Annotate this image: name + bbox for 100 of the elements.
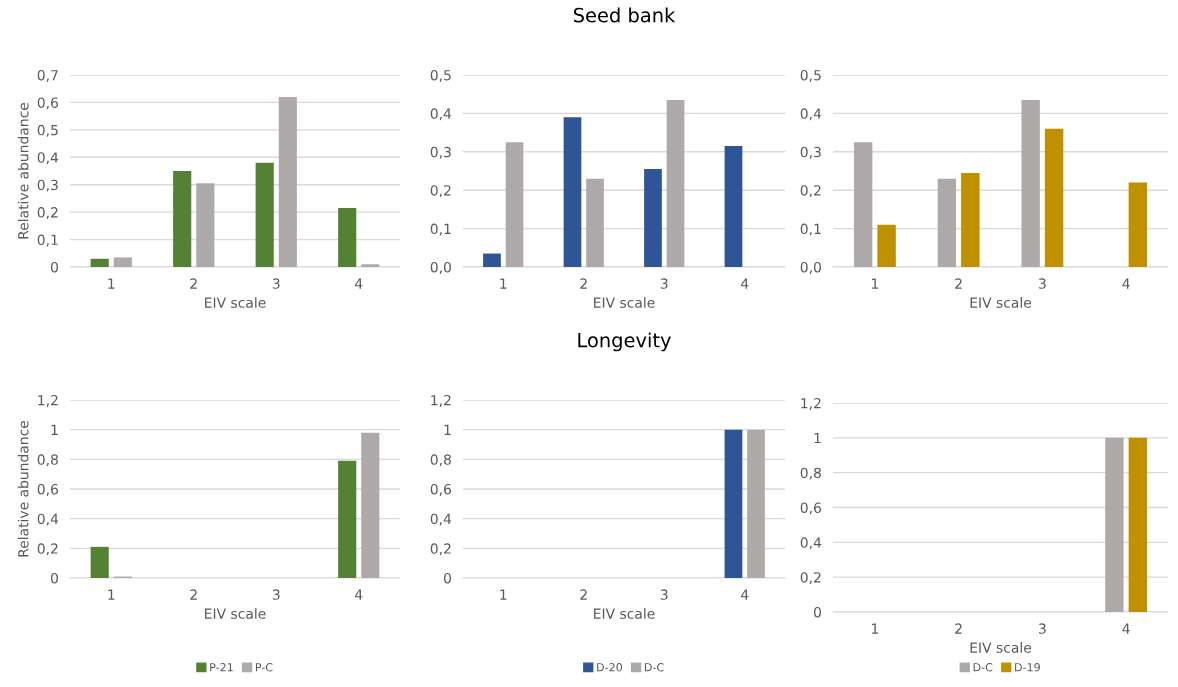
y-tick-label: 0,6 — [37, 483, 59, 496]
x-tick-label: 2 — [955, 623, 962, 634]
y-tick-label: 0 — [443, 572, 451, 584]
bar — [90, 258, 109, 267]
y-tick-label: 0,2 — [800, 572, 821, 585]
x-axis-title: EIV scale — [594, 608, 655, 619]
y-tick-label: 0 — [50, 572, 58, 584]
y-tick-label: 0,3 — [37, 179, 58, 192]
y-tick-label: 0,4 — [800, 108, 822, 121]
x-tick-label: 1 — [108, 278, 115, 289]
legend-label: P-21 — [210, 663, 233, 672]
x-axis-title: EIV scale — [970, 642, 1032, 653]
y-tick-label: 0,6 — [37, 97, 59, 110]
bar — [196, 183, 215, 267]
chart-title: Longevity — [578, 332, 671, 352]
x-tick-label: 4 — [741, 278, 749, 289]
legend-label: D-C — [644, 663, 664, 672]
x-tick-label: 1 — [108, 589, 115, 600]
y-tick-label: 0,1 — [800, 223, 821, 236]
y-tick-label: 0,2 — [37, 543, 58, 556]
y-tick-label: 0,5 — [800, 69, 821, 82]
legend-label: D-C — [973, 663, 993, 672]
x-tick-label: 3 — [272, 589, 280, 600]
bar — [255, 162, 274, 267]
x-axis-title: EIV scale — [205, 608, 266, 619]
bar — [961, 172, 980, 267]
bar — [278, 96, 297, 267]
bar — [338, 208, 357, 267]
y-tick-label: 0,5 — [37, 124, 58, 137]
x-tick-label: 4 — [355, 589, 363, 600]
y-tick-label: 1 — [444, 424, 451, 435]
y-tick-label: 0,1 — [430, 223, 451, 236]
bar — [644, 169, 662, 267]
bar — [877, 224, 896, 267]
y-tick-label: 1,2 — [38, 394, 58, 407]
bar — [666, 99, 685, 267]
y-tick-label: 0,8 — [430, 454, 451, 467]
bar — [586, 178, 604, 267]
y-tick-label: 0,3 — [430, 146, 451, 159]
y-tick-label: 0,4 — [800, 537, 822, 550]
bar — [1021, 99, 1040, 267]
y-tick-label: 1 — [814, 432, 821, 444]
x-tick-label: 1 — [871, 278, 879, 289]
x-axis-title: EIV scale — [970, 297, 1032, 308]
x-axis-title: EIV scale — [594, 297, 655, 308]
bar — [338, 460, 357, 578]
legend-label: D-19 — [1015, 663, 1040, 672]
bar — [937, 178, 957, 267]
y-tick-label: 0,1 — [37, 234, 58, 247]
x-tick-label: 4 — [1122, 278, 1130, 289]
y-tick-label: 1,2 — [801, 397, 821, 410]
y-tick-label: 0,0 — [800, 261, 821, 274]
y-tick-label: 0,4 — [430, 108, 452, 121]
y-tick-label: 0,8 — [800, 467, 821, 480]
x-axis-title: EIV scale — [205, 297, 266, 308]
x-tick-label: 2 — [190, 278, 197, 289]
bar — [724, 146, 743, 267]
bar — [1044, 128, 1064, 267]
x-tick-label: 1 — [871, 623, 879, 634]
chart-title: Seed bank — [573, 7, 676, 23]
bar — [90, 546, 109, 578]
y-tick-label: 0,7 — [37, 69, 58, 82]
y-tick-label: 0,2 — [430, 543, 451, 556]
x-tick-label: 3 — [1039, 278, 1046, 289]
x-tick-label: 3 — [272, 278, 280, 289]
bar — [361, 432, 380, 578]
y-tick-label: 1 — [51, 424, 58, 435]
bar — [361, 264, 380, 267]
y-tick-label: 0,4 — [37, 513, 59, 526]
x-tick-label: 2 — [190, 589, 197, 600]
x-tick-label: 1 — [500, 278, 507, 289]
y-tick-label: 0,8 — [37, 454, 58, 467]
bar — [1128, 182, 1148, 267]
bar — [853, 142, 873, 267]
legend-label: D-20 — [597, 663, 623, 672]
x-tick-label: 3 — [1039, 623, 1046, 634]
x-tick-label: 2 — [955, 278, 962, 289]
x-tick-label: 4 — [1122, 623, 1130, 634]
y-tick-label: 0,2 — [430, 185, 451, 198]
y-tick-label: 0,0 — [430, 261, 451, 274]
x-tick-label: 2 — [580, 278, 587, 289]
x-tick-label: 3 — [660, 589, 668, 600]
y-tick-label: 0,3 — [800, 146, 821, 159]
bar — [173, 171, 192, 267]
y-axis-title: Relative abundance — [17, 102, 29, 239]
y-axis-title: Relative abundance — [17, 420, 29, 557]
y-tick-label: 1,2 — [431, 394, 451, 407]
y-tick-label: 0,2 — [800, 185, 821, 198]
y-tick-label: 0 — [50, 261, 58, 273]
bar — [113, 257, 132, 267]
x-tick-label: 2 — [580, 589, 587, 600]
y-tick-label: 0,6 — [800, 502, 822, 515]
x-tick-label: 1 — [500, 589, 507, 600]
x-tick-label: 4 — [355, 278, 363, 289]
y-tick-label: 0,4 — [430, 513, 452, 526]
y-tick-label: 0 — [813, 606, 821, 618]
bar — [505, 142, 524, 267]
y-tick-label: 0,5 — [430, 69, 451, 82]
bar — [563, 117, 582, 267]
y-tick-label: 0,6 — [430, 483, 452, 496]
